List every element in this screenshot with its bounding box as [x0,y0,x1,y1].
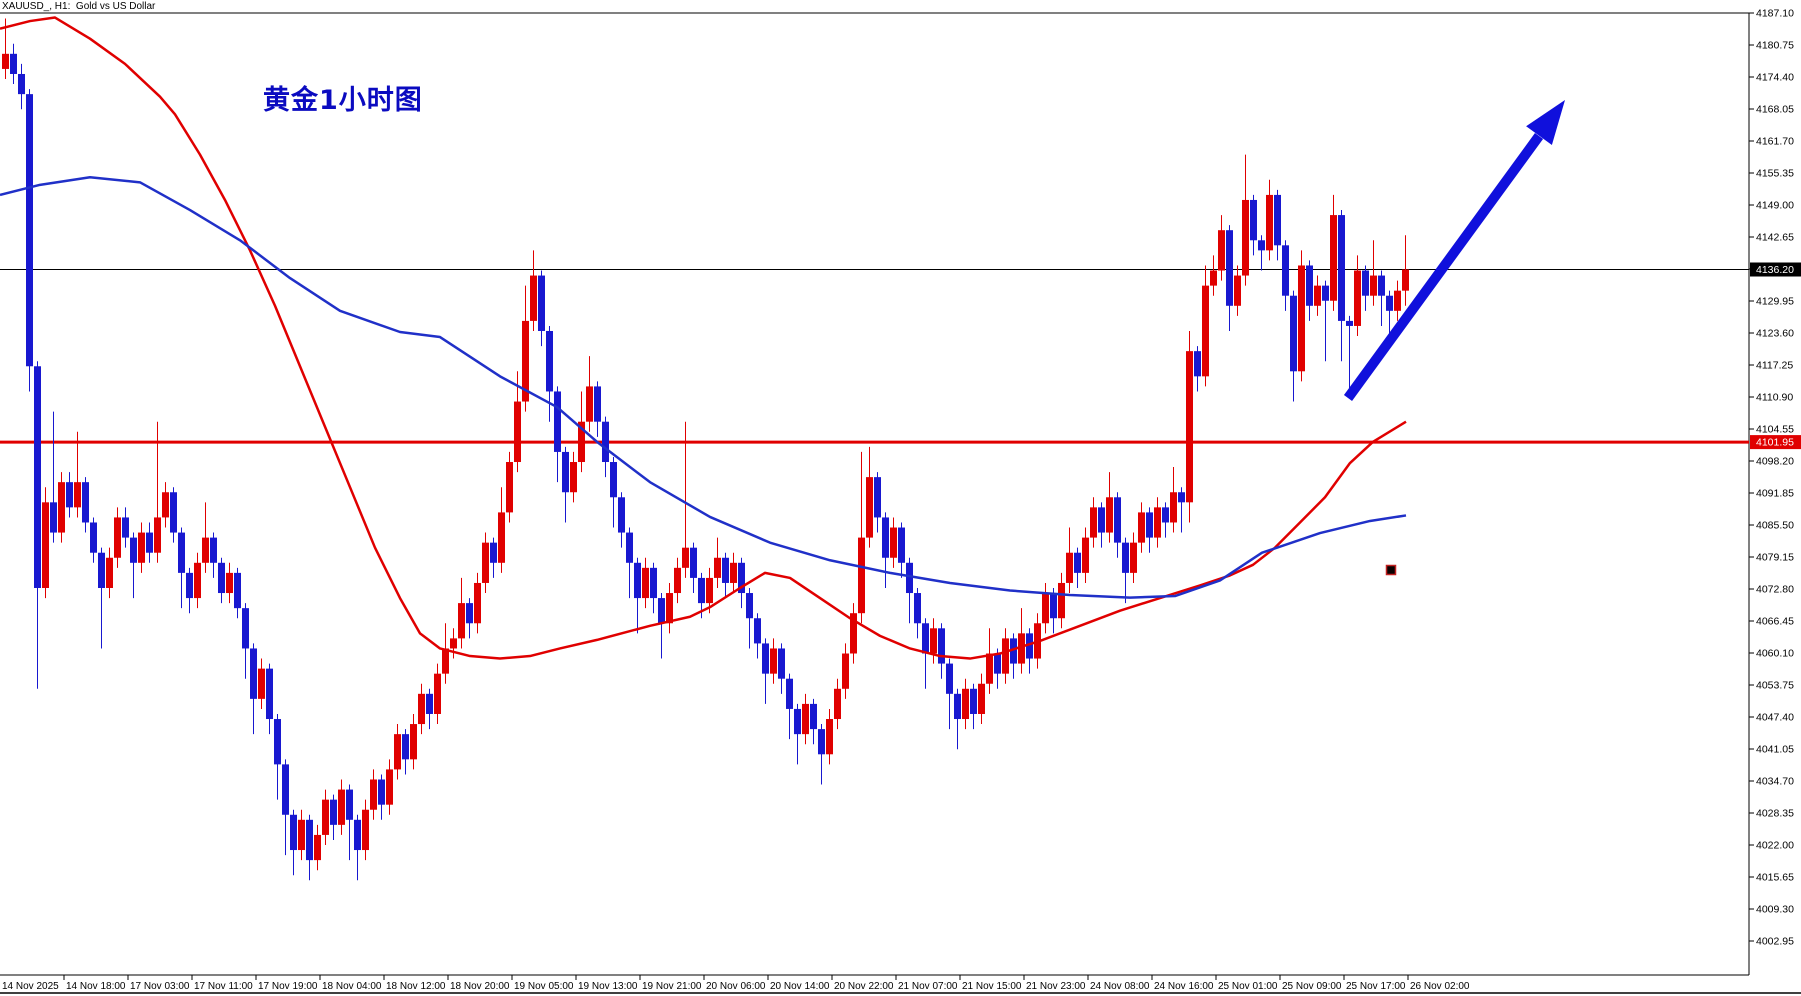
time-tick-label: 17 Nov 03:00 [130,981,190,992]
current-price-tag[interactable]: 4136.20 [1750,262,1801,277]
price-tick-label: 4022.00 [1756,840,1794,852]
price-tick-label: 4053.75 [1756,680,1794,692]
time-tick-label: 19 Nov 05:00 [514,981,574,992]
time-tick-label: 21 Nov 23:00 [1026,981,1086,992]
price-tick-label: 4098.20 [1756,456,1794,468]
price-tick-label: 4168.05 [1756,104,1794,116]
time-tick-label: 19 Nov 21:00 [642,981,702,992]
price-tick-label: 4060.10 [1756,648,1794,660]
time-tick-label: 18 Nov 20:00 [450,981,510,992]
price-tick-label: 4091.85 [1756,488,1794,500]
price-tick-label: 4142.65 [1756,232,1794,244]
price-tick-label: 4110.90 [1756,392,1793,404]
price-tick-label: 4117.25 [1756,360,1793,372]
trend-arrow[interactable] [1343,100,1565,401]
price-tag-label: 4136.20 [1756,264,1794,276]
price-tick-label: 4015.65 [1756,872,1794,884]
time-tick-label: 21 Nov 07:00 [898,981,958,992]
time-tick-label: 20 Nov 14:00 [770,981,830,992]
symbol-label: XAUUSD_, H1: Gold vs US Dollar [2,1,156,12]
time-axis: 14 Nov 2025 14 Nov 18:00 17 Nov 03:00 17 No… [2,975,1470,992]
time-tick-label: 25 Nov 17:00 [1346,981,1406,992]
price-tick-label: 4085.50 [1756,520,1794,532]
price-tick-label: 4009.30 [1756,904,1794,916]
price-tick-label: 4174.40 [1756,72,1794,84]
price-tick-label: 4034.70 [1756,776,1794,788]
ma-fast-red-line [0,16,1407,660]
candles-layer [2,18,1409,881]
price-tick-label: 4149.00 [1756,200,1794,212]
chart-title-annotation: 黄金1小时图 [263,85,423,116]
time-tick-label: 24 Nov 08:00 [1090,981,1150,992]
price-tick-label: 4104.55 [1756,424,1794,436]
price-tick-label: 4123.60 [1756,328,1794,340]
support-price-tag[interactable]: 4101.95 [1750,435,1801,450]
object-marker[interactable] [1385,564,1397,576]
price-tick-label: 4180.75 [1756,40,1794,52]
price-axis: 4187.10 4180.75 4174.40 4168.05 4161.70 4155.… [1749,8,1794,948]
time-tick-label: 21 Nov 15:00 [962,981,1022,992]
time-tick-label: 18 Nov 04:00 [322,981,382,992]
price-tick-label: 4047.40 [1756,712,1794,724]
time-tick-label: 17 Nov 11:00 [194,981,253,992]
price-tick-label: 4129.95 [1756,296,1794,308]
time-tick-label: 17 Nov 19:00 [258,981,318,992]
ma-slow-blue-line [0,176,1407,599]
price-tick-label: 4161.70 [1756,136,1794,148]
price-tick-label: 4066.45 [1756,616,1794,628]
price-tick-label: 4079.15 [1756,552,1794,564]
price-tick-label: 4187.10 [1756,8,1794,20]
time-tick-label: 25 Nov 09:00 [1282,981,1342,992]
price-tick-label: 4155.35 [1756,168,1794,180]
chart-borders [0,12,1801,994]
time-tick-label: 25 Nov 01:00 [1218,981,1278,992]
time-tick-label: 20 Nov 22:00 [834,981,894,992]
time-tick-label: 20 Nov 06:00 [706,981,766,992]
price-tick-label: 4041.05 [1756,744,1794,756]
time-tick-label: 19 Nov 13:00 [578,981,638,992]
price-tag-label: 4101.95 [1756,437,1794,449]
price-tick-label: 4002.95 [1756,936,1794,948]
time-tick-label: 24 Nov 16:00 [1154,981,1214,992]
time-tick-label: 18 Nov 12:00 [386,981,446,992]
price-tick-label: 4028.35 [1756,808,1794,820]
price-tick-label: 4072.80 [1756,584,1794,596]
time-tick-label: 14 Nov 2025 [2,981,59,992]
time-tick-label: 26 Nov 02:00 [1410,981,1470,992]
time-tick-label: 14 Nov 18:00 [66,981,126,992]
